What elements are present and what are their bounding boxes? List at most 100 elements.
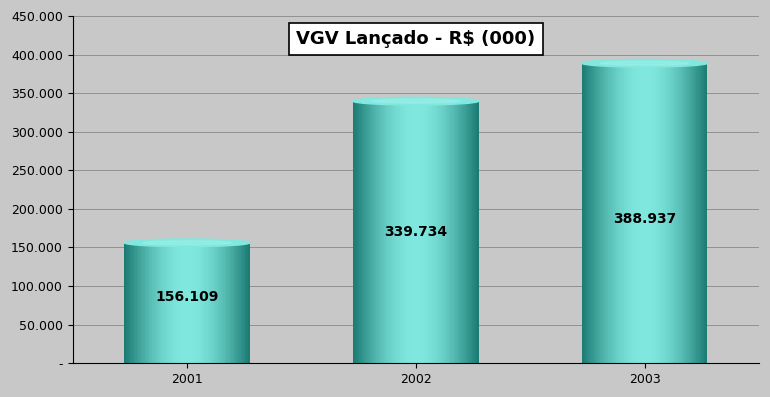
- Bar: [622, 63, 624, 363]
- Bar: [696, 63, 698, 363]
- Ellipse shape: [581, 60, 708, 67]
- Bar: [657, 63, 658, 363]
- Bar: [700, 63, 701, 363]
- Bar: [364, 101, 366, 363]
- Bar: [593, 63, 594, 363]
- Bar: [458, 101, 460, 363]
- Ellipse shape: [372, 99, 460, 103]
- Bar: [473, 101, 474, 363]
- Bar: [145, 243, 146, 363]
- Bar: [424, 101, 425, 363]
- Bar: [658, 63, 660, 363]
- Bar: [228, 243, 229, 363]
- Bar: [440, 101, 441, 363]
- Bar: [417, 101, 419, 363]
- Bar: [399, 101, 400, 363]
- Bar: [614, 63, 616, 363]
- Bar: [474, 101, 476, 363]
- Bar: [673, 63, 675, 363]
- Bar: [676, 63, 678, 363]
- Bar: [136, 243, 137, 363]
- Bar: [631, 63, 632, 363]
- Bar: [599, 63, 601, 363]
- Bar: [447, 101, 449, 363]
- Bar: [634, 63, 635, 363]
- Bar: [660, 63, 662, 363]
- Bar: [701, 63, 703, 363]
- Bar: [655, 63, 657, 363]
- Bar: [353, 101, 354, 363]
- Bar: [691, 63, 693, 363]
- Bar: [408, 101, 410, 363]
- Bar: [430, 101, 431, 363]
- Bar: [393, 101, 395, 363]
- Bar: [635, 63, 637, 363]
- Bar: [607, 63, 608, 363]
- Bar: [460, 101, 461, 363]
- Bar: [583, 63, 584, 363]
- Bar: [402, 101, 403, 363]
- Bar: [148, 243, 149, 363]
- Bar: [370, 101, 372, 363]
- Bar: [367, 101, 369, 363]
- Bar: [182, 243, 184, 363]
- Bar: [356, 101, 357, 363]
- Bar: [425, 101, 427, 363]
- Bar: [452, 101, 454, 363]
- Bar: [395, 101, 397, 363]
- Bar: [389, 101, 390, 363]
- Bar: [652, 63, 654, 363]
- Bar: [671, 63, 673, 363]
- Bar: [644, 63, 646, 363]
- Bar: [654, 63, 655, 363]
- Bar: [596, 63, 598, 363]
- Bar: [176, 243, 178, 363]
- Ellipse shape: [124, 239, 250, 247]
- Bar: [237, 243, 239, 363]
- Bar: [632, 63, 634, 363]
- Text: 156.109: 156.109: [156, 290, 219, 304]
- Bar: [375, 101, 377, 363]
- Bar: [207, 243, 209, 363]
- Bar: [610, 63, 611, 363]
- Bar: [464, 101, 466, 363]
- Bar: [411, 101, 413, 363]
- Bar: [667, 63, 668, 363]
- Bar: [196, 243, 198, 363]
- Bar: [675, 63, 676, 363]
- Bar: [124, 243, 126, 363]
- Bar: [234, 243, 236, 363]
- Bar: [446, 101, 447, 363]
- Bar: [369, 101, 370, 363]
- Bar: [594, 63, 596, 363]
- Bar: [618, 63, 619, 363]
- Bar: [648, 63, 649, 363]
- Bar: [226, 243, 228, 363]
- Bar: [438, 101, 440, 363]
- Bar: [444, 101, 446, 363]
- Bar: [613, 63, 614, 363]
- Bar: [199, 243, 201, 363]
- Bar: [649, 63, 651, 363]
- Bar: [682, 63, 684, 363]
- Bar: [693, 63, 695, 363]
- Bar: [628, 63, 629, 363]
- Bar: [616, 63, 618, 363]
- Bar: [384, 101, 386, 363]
- Ellipse shape: [353, 97, 479, 105]
- Bar: [604, 63, 605, 363]
- Bar: [380, 101, 381, 363]
- Bar: [413, 101, 414, 363]
- Bar: [679, 63, 681, 363]
- Bar: [130, 243, 132, 363]
- Bar: [213, 243, 214, 363]
- Bar: [243, 243, 246, 363]
- Bar: [137, 243, 139, 363]
- Bar: [637, 63, 638, 363]
- Bar: [611, 63, 613, 363]
- Bar: [463, 101, 464, 363]
- Bar: [591, 63, 593, 363]
- Bar: [584, 63, 586, 363]
- Bar: [139, 243, 140, 363]
- Bar: [668, 63, 670, 363]
